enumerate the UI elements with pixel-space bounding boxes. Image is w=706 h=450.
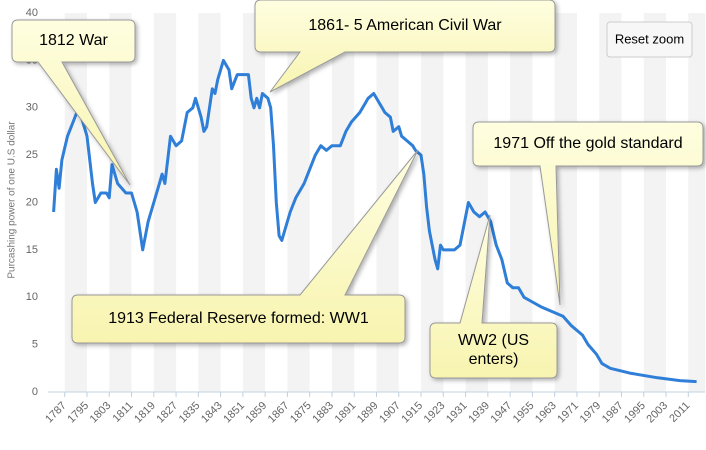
x-tick-label: 1907 [377, 400, 403, 426]
x-tick-label: 1795 [65, 400, 91, 426]
callout [254, 0, 556, 93]
y-tick-label: 10 [26, 291, 38, 303]
x-tick-label: 1987 [600, 400, 626, 426]
callout-text: enters) [469, 351, 519, 368]
x-tick-label: 1803 [88, 400, 114, 426]
callout [472, 121, 704, 306]
x-tick-label: 1859 [244, 400, 270, 426]
callout-box [429, 214, 558, 379]
y-axis-title: Purcashing power of one U.S dollar [7, 121, 18, 279]
y-tick-label: 40 [26, 7, 38, 19]
x-tick-label: 1851 [221, 400, 247, 426]
x-tick-label: 1835 [177, 400, 203, 426]
callout-box [11, 19, 136, 186]
x-tick-label: 1995 [622, 400, 648, 426]
callout [429, 214, 558, 379]
reset-zoom-button[interactable]: Reset zoom [606, 21, 693, 58]
callout-text: 1861- 5 American Civil War [308, 17, 502, 34]
x-tick-label: 1787 [43, 400, 69, 426]
x-tick-label: 1891 [333, 400, 359, 426]
x-band [599, 13, 622, 392]
button-bg[interactable] [606, 21, 693, 58]
x-tick-label: 1875 [288, 400, 314, 426]
x-band [421, 13, 444, 392]
callout-box [254, 0, 556, 93]
callout [11, 19, 136, 186]
callout-box [71, 149, 419, 344]
x-tick-label: 1931 [444, 400, 470, 426]
x-tick-label: 2011 [667, 400, 692, 425]
x-tick-label: 1811 [110, 400, 135, 425]
y-tick-label: 30 [26, 102, 38, 114]
x-tick-label: 1955 [511, 400, 537, 426]
y-tick-label: 25 [26, 149, 38, 161]
x-tick-label: 1915 [399, 400, 425, 426]
y-tick-label: 20 [26, 196, 38, 208]
y-tick-label: 15 [26, 244, 38, 256]
x-tick-label: 1923 [422, 400, 448, 426]
x-tick-label: 1963 [533, 400, 559, 426]
x-band [688, 13, 705, 392]
x-tick-label: 1939 [466, 400, 492, 426]
callout-text: 1913 Federal Reserve formed: WW1 [108, 310, 369, 327]
x-tick-label: 1883 [310, 400, 336, 426]
callout-text: WW2 (US [458, 332, 529, 349]
x-tick-label: 2003 [644, 400, 670, 426]
callout [71, 149, 419, 344]
y-tick-label: 5 [32, 339, 38, 351]
callout-text: 1971 Off the gold standard [493, 135, 682, 152]
x-tick-label: 1979 [578, 400, 604, 426]
y-tick-label: 0 [32, 386, 38, 398]
x-tick-label: 1947 [489, 400, 515, 426]
x-tick-label: 1843 [199, 400, 225, 426]
data-line [52, 58, 697, 384]
x-tick-label: 1819 [132, 400, 158, 426]
x-tick-label: 1971 [555, 400, 581, 426]
x-band [554, 13, 577, 392]
x-tick-label: 1827 [154, 400, 180, 426]
callout-text: 1812 War [39, 32, 108, 49]
button-label[interactable]: Reset zoom [615, 31, 684, 46]
x-tick-label: 1899 [355, 400, 381, 426]
x-tick-label: 1867 [266, 400, 292, 426]
callout-box [472, 121, 704, 306]
x-band [643, 13, 667, 392]
